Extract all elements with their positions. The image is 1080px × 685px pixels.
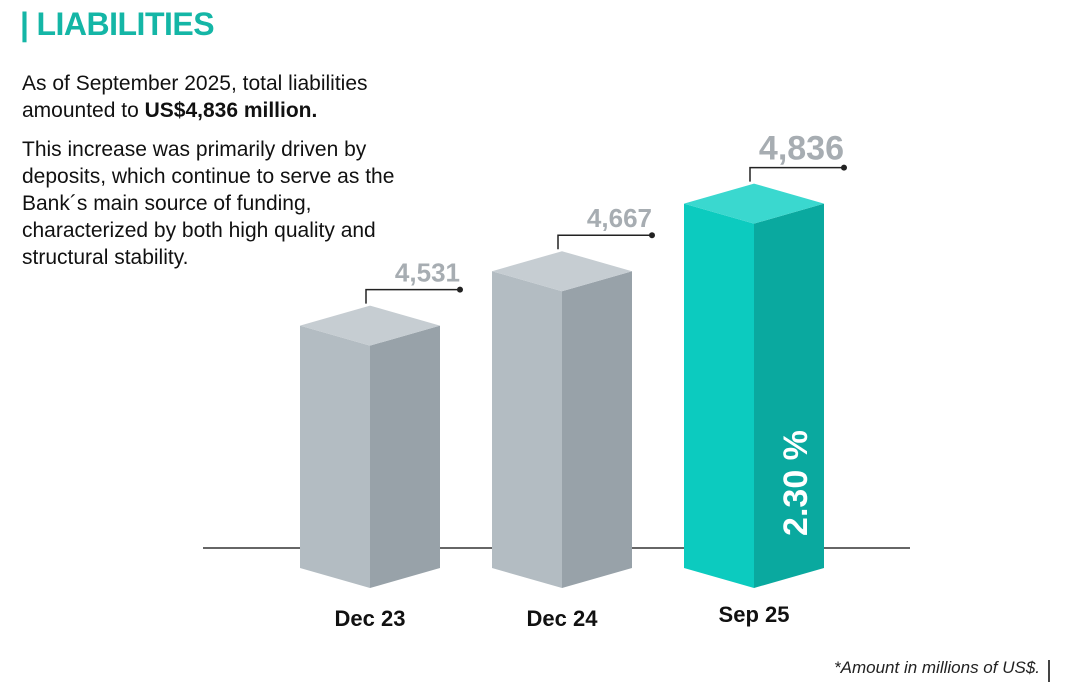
bar-2-side-face — [754, 203, 824, 588]
bar-2-top-face — [684, 183, 824, 224]
category-label-2: Sep 25 — [719, 602, 790, 627]
bar-1-top-face — [492, 251, 632, 292]
title-bar-glyph: | — [20, 6, 29, 42]
bar-0-side-face — [370, 325, 440, 588]
intro-paragraph-1: As of September 2025, total liabilities … — [22, 70, 402, 124]
intro-p1-text: As of September 2025, total liabilities … — [22, 72, 368, 122]
intro-text: As of September 2025, total liabilities … — [22, 70, 402, 283]
footnote: *Amount in millions of US$. — [834, 658, 1040, 677]
bar-0-value-label: 4,531 — [395, 258, 460, 288]
footnote-divider — [1048, 660, 1050, 682]
bar-2-leader-dot — [841, 164, 847, 171]
category-label-0: Dec 23 — [335, 606, 406, 631]
bar-1-front-face — [492, 271, 562, 588]
title-text: LIABILITIES — [36, 6, 215, 42]
bar-1-side-face — [562, 271, 632, 588]
bar-1-leader-line — [557, 234, 652, 250]
bar-0-leader-line — [365, 288, 460, 304]
page-title: | LIABILITIES — [20, 6, 215, 43]
bar-0-leader-dot — [457, 286, 463, 293]
intro-p1-bold: US$4,836 million. — [144, 99, 318, 122]
bar-0-top-face — [300, 305, 440, 346]
bar-2-front-face — [684, 203, 754, 588]
bar-1-value-label: 4,667 — [587, 203, 652, 233]
bar-1-leader-dot — [649, 232, 655, 239]
intro-paragraph-2: This increase was primarily driven by de… — [22, 138, 395, 269]
highlight-annotation: 2.30 % — [777, 430, 815, 536]
bar-0-front-face — [300, 325, 370, 588]
category-label-1: Dec 24 — [527, 606, 599, 631]
bar-2-value-label: 4,836 — [759, 130, 844, 168]
bar-2-leader-line — [749, 166, 844, 182]
